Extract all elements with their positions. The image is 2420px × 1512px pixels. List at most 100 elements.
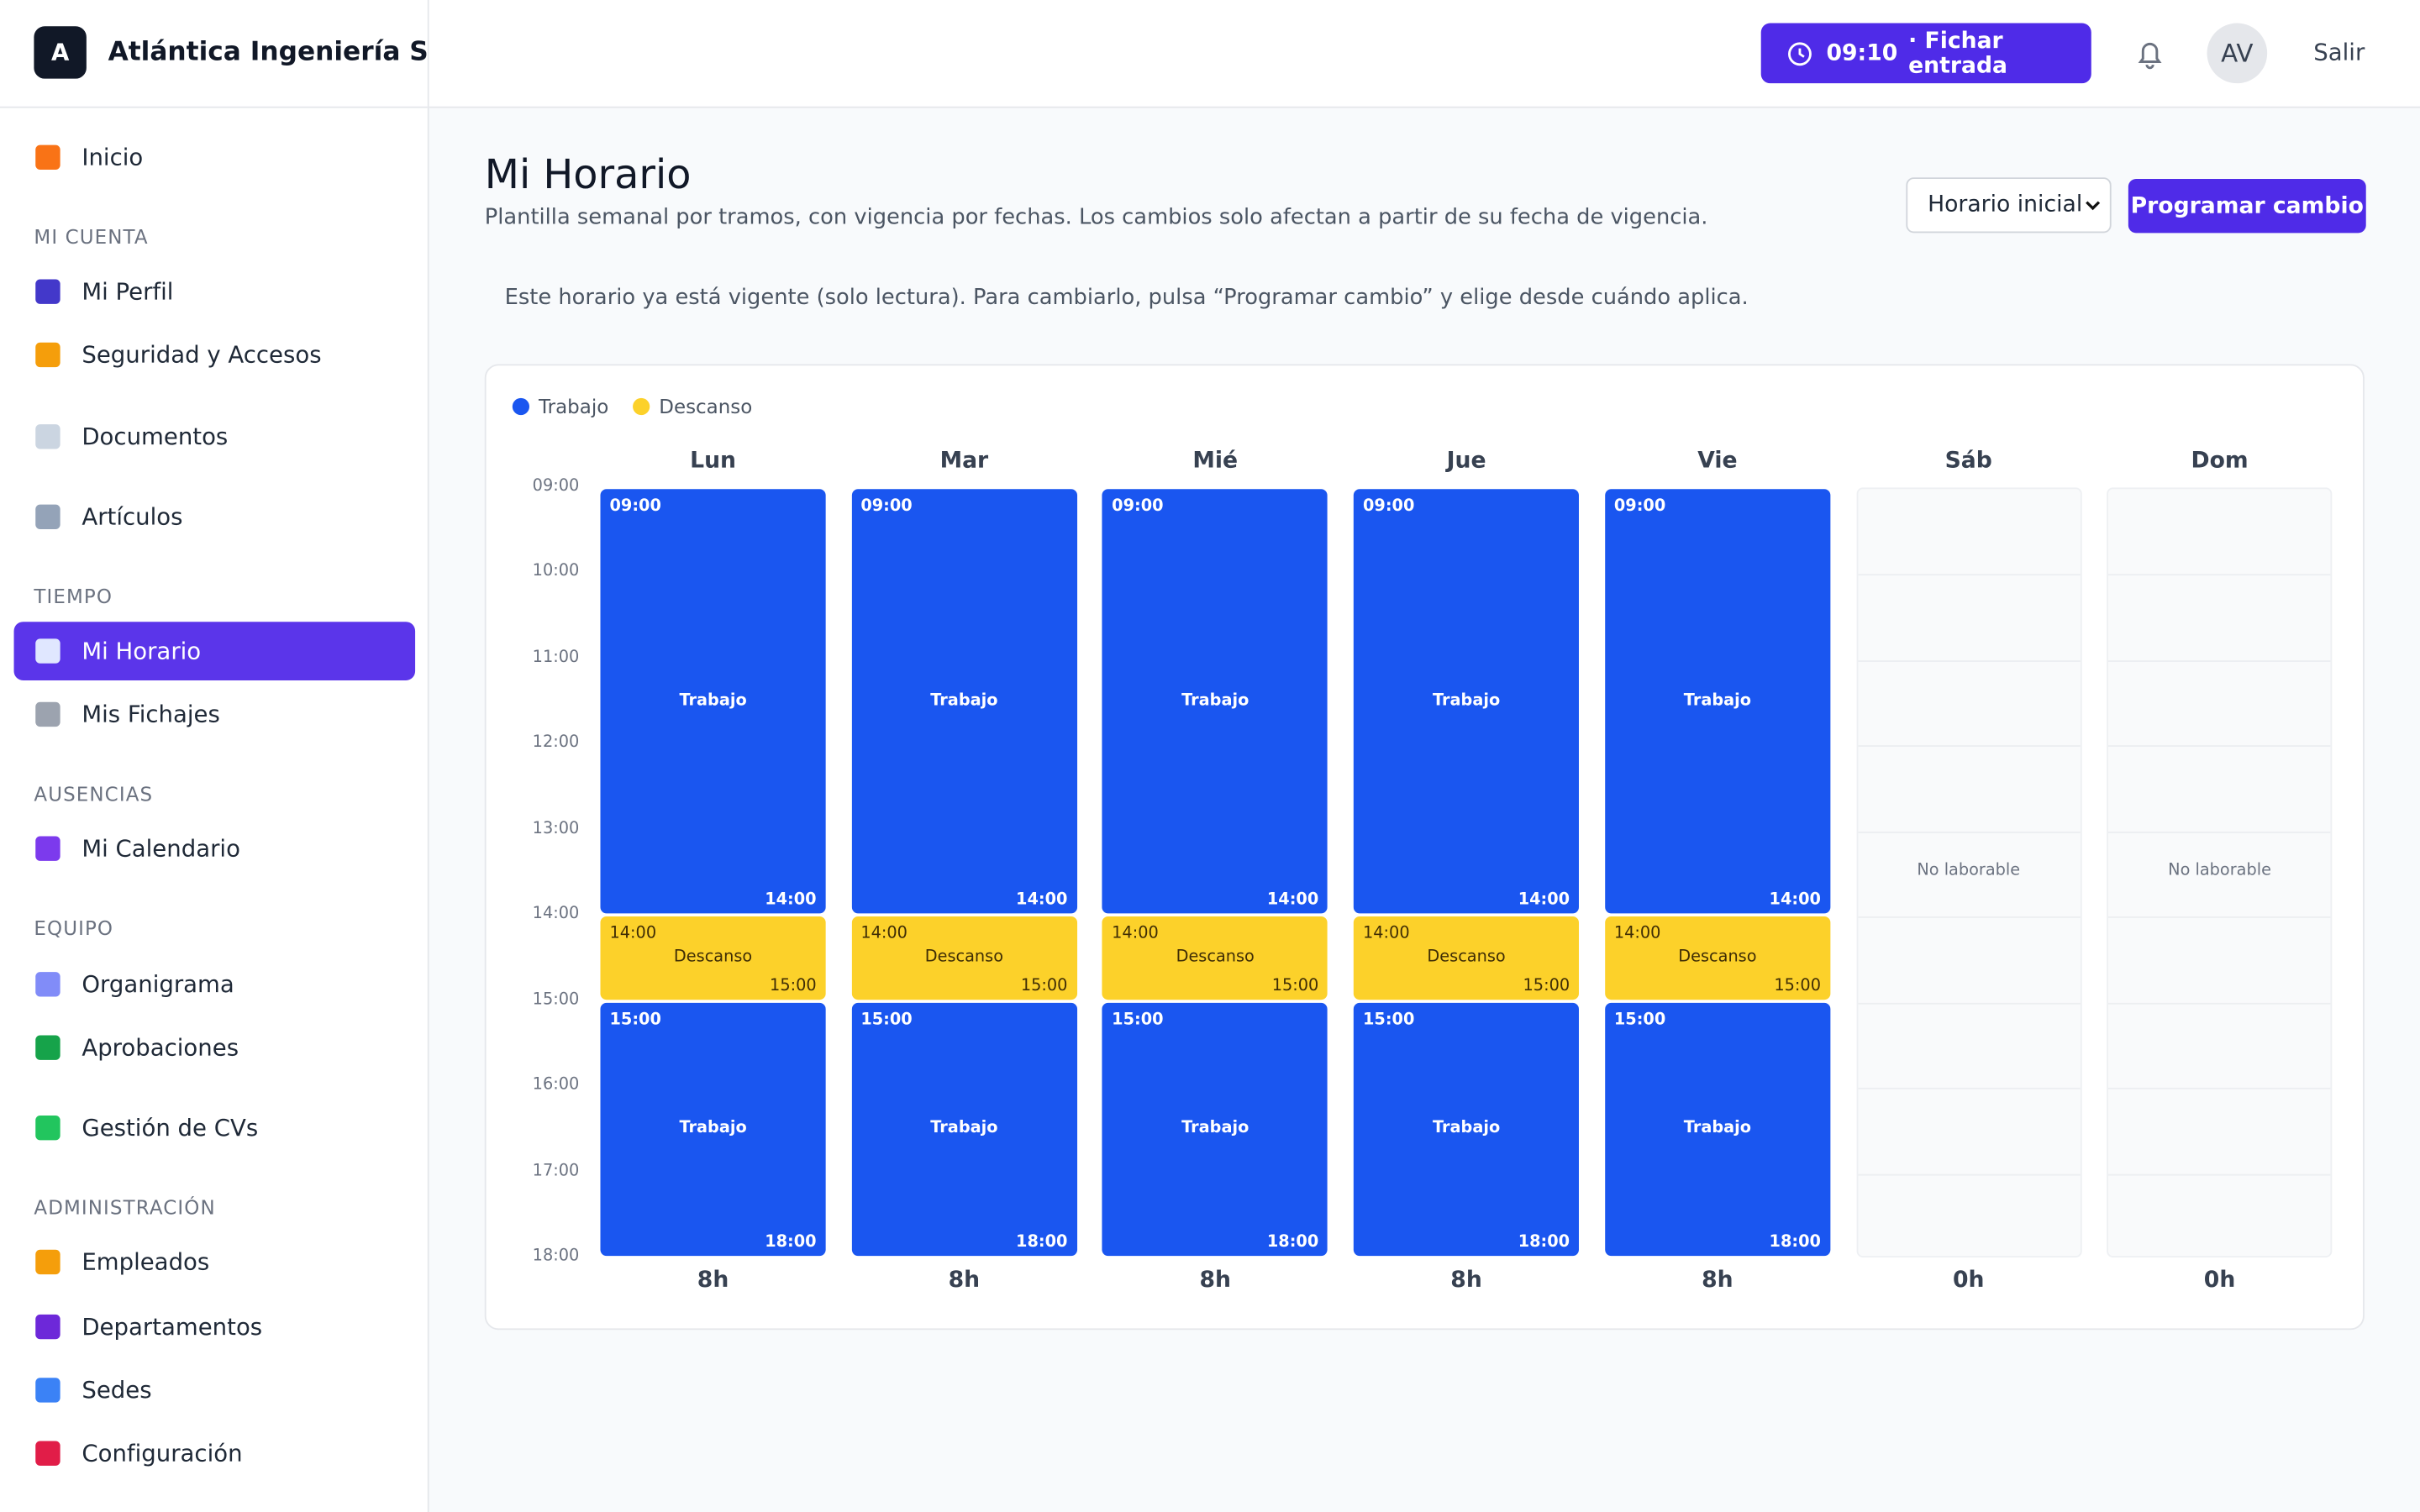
nav-item[interactable]: Empleados xyxy=(14,1233,416,1292)
hour-line xyxy=(2108,916,2331,919)
clock-time: 09:10 xyxy=(1826,40,1898,66)
block-start: 15:00 xyxy=(1112,1010,1164,1029)
nav-item[interactable]: Mi Calendario xyxy=(14,819,416,878)
nav-icon xyxy=(35,279,60,304)
hour-line xyxy=(2108,1088,2331,1089)
schedule-select[interactable]: Horario inicial xyxy=(1906,177,2112,234)
nav-item[interactable]: Gestión de CVs xyxy=(14,1099,416,1158)
nav-label: Configuración xyxy=(82,1439,243,1467)
nav-item[interactable]: Configuración xyxy=(14,1424,416,1483)
nav-label: Mi Horario xyxy=(82,637,202,665)
sidebar: A Atlántica Ingeniería S.L. Inicio MI CUE… xyxy=(0,0,465,1512)
block-end: 18:00 xyxy=(1769,1232,1821,1252)
day-name: Lun xyxy=(690,449,737,474)
nav-item[interactable]: Seguridad y Accesos xyxy=(14,326,416,385)
nav-item[interactable]: Organigrama xyxy=(14,955,416,1014)
hour-line xyxy=(1857,659,2081,662)
block-label: Trabajo xyxy=(1432,690,1501,710)
legend-label: Trabajo xyxy=(539,395,609,418)
nav-item[interactable]: Mi Horario xyxy=(13,622,416,681)
nav-icon xyxy=(35,638,60,664)
nav-label: Documentos xyxy=(82,423,229,451)
legend-label: Descanso xyxy=(659,395,753,418)
nav-icon xyxy=(35,504,60,530)
block-start: 15:00 xyxy=(609,1010,661,1029)
logout[interactable]: Salir xyxy=(2313,38,2365,66)
nav-icon xyxy=(35,144,60,171)
legend-swatch xyxy=(633,397,650,416)
nav-icon xyxy=(35,701,60,727)
day-empty xyxy=(2107,487,2333,1257)
block-start: 15:00 xyxy=(1363,1010,1415,1029)
block-label: Trabajo xyxy=(1432,1118,1501,1137)
select-value: Horario inicial xyxy=(1928,192,2083,218)
schedule-block: 09:00 Trabajo 14:00 xyxy=(851,489,1077,914)
nav-label: Sedes xyxy=(82,1376,152,1404)
hour-line xyxy=(2108,745,2331,748)
hour-line xyxy=(2108,575,2331,576)
block-label: Descanso xyxy=(924,947,1004,966)
block-label: Trabajo xyxy=(1683,690,1752,710)
block-label: Trabajo xyxy=(679,690,747,710)
avatar[interactable]: AV xyxy=(2207,23,2268,84)
block-end: 15:00 xyxy=(1020,976,1068,995)
day-total: 8h xyxy=(1702,1268,1733,1294)
hour-line xyxy=(2108,659,2331,662)
time-label: 16:00 xyxy=(532,1075,580,1095)
nav-heading: AUSENCIAS xyxy=(34,782,154,806)
day-total: 8h xyxy=(697,1268,729,1294)
nav-label: Mi Calendario xyxy=(82,834,240,863)
nav-item[interactable]: Sedes xyxy=(14,1361,416,1420)
notifications[interactable] xyxy=(2133,37,2166,71)
day-total: 0h xyxy=(2203,1268,2236,1294)
block-label: Trabajo xyxy=(930,1118,998,1137)
nav-icon xyxy=(35,1249,60,1275)
page-subtitle: Plantilla semanal por tramos, con vigenc… xyxy=(484,205,1708,230)
nav-item[interactable]: Documentos xyxy=(14,407,416,466)
nav-item[interactable]: Inicio xyxy=(14,128,416,186)
block-start: 09:00 xyxy=(860,496,913,516)
block-label: Descanso xyxy=(673,947,753,966)
clock-icon xyxy=(1788,41,1812,66)
time-label: 09:00 xyxy=(532,476,580,496)
clock-button[interactable]: 09:10 · Fichar entrada xyxy=(1760,23,2091,84)
block-end: 15:00 xyxy=(770,976,817,995)
legend-swatch xyxy=(512,397,530,416)
nav-item[interactable]: Mis Fichajes xyxy=(14,685,416,744)
schedule-block: 15:00 Trabajo 18:00 xyxy=(600,1002,826,1257)
block-end: 14:00 xyxy=(1518,890,1570,910)
block-end: 18:00 xyxy=(1016,1232,1068,1252)
nav-item[interactable]: Aprobaciones xyxy=(14,1018,416,1077)
logo: A xyxy=(34,26,87,79)
block-start: 09:00 xyxy=(1613,496,1666,516)
nav-item[interactable]: Mi Perfil xyxy=(14,262,416,321)
nav-label: Gestión de CVs xyxy=(82,1114,259,1142)
schedule-card: Trabajo Descanso 09:00 10:00 11:00 12:00 13:00… xyxy=(484,364,2365,1331)
nav-item[interactable]: Artículos xyxy=(14,487,416,546)
hour-line xyxy=(2108,1002,2331,1005)
nav-heading: EQUIPO xyxy=(34,916,114,940)
block-start: 14:00 xyxy=(1363,924,1410,943)
hour-line xyxy=(1857,1173,2081,1175)
topbar: 09:10 · Fichar entrada AV Salir xyxy=(429,0,2420,108)
day-total: 8h xyxy=(1450,1268,1482,1294)
block-end: 14:00 xyxy=(1266,890,1319,910)
empty-label: No laborable xyxy=(1917,859,2021,879)
time-label: 10:00 xyxy=(532,562,580,581)
block-start: 09:00 xyxy=(1363,496,1415,516)
nav-label: Empleados xyxy=(82,1247,210,1276)
block-end: 15:00 xyxy=(1523,976,1570,995)
nav-item[interactable]: Departamentos xyxy=(14,1298,416,1357)
block-end: 15:00 xyxy=(1774,976,1821,995)
block-start: 14:00 xyxy=(1613,924,1661,943)
hour-line xyxy=(2108,1173,2331,1175)
schedule-change-button[interactable]: Programar cambio xyxy=(2128,179,2366,234)
hour-line xyxy=(1857,575,2081,576)
schedule-block: 15:00 Trabajo 18:00 xyxy=(1102,1002,1328,1257)
block-label: Trabajo xyxy=(679,1118,747,1137)
day-total: 0h xyxy=(1952,1268,1985,1294)
nav-icon xyxy=(35,424,60,449)
